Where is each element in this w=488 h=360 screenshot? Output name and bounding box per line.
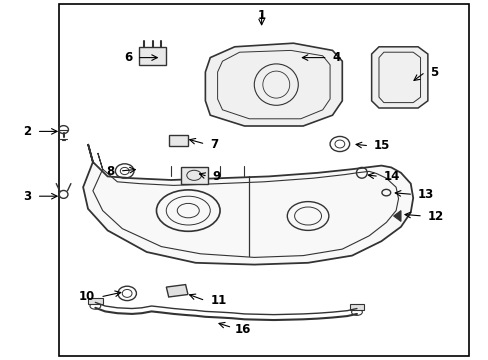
- Bar: [349, 304, 364, 310]
- Bar: [59, 4, 468, 356]
- Text: 11: 11: [210, 294, 226, 307]
- Bar: [168, 135, 188, 146]
- Text: 6: 6: [123, 51, 132, 64]
- Polygon shape: [393, 211, 400, 221]
- Polygon shape: [83, 144, 412, 265]
- Text: 2: 2: [23, 125, 31, 138]
- Text: 14: 14: [383, 170, 399, 183]
- Text: 7: 7: [210, 138, 218, 150]
- Text: 4: 4: [332, 51, 340, 64]
- Text: 5: 5: [429, 66, 438, 78]
- Polygon shape: [139, 47, 166, 65]
- Bar: [88, 298, 102, 304]
- Text: 16: 16: [234, 323, 250, 336]
- Text: 13: 13: [417, 188, 433, 201]
- Polygon shape: [205, 43, 342, 126]
- Text: 1: 1: [257, 9, 265, 22]
- Text: 10: 10: [79, 291, 95, 303]
- Bar: [166, 284, 187, 297]
- Bar: [181, 167, 207, 184]
- Polygon shape: [371, 47, 427, 108]
- Text: 15: 15: [373, 139, 389, 152]
- Text: 12: 12: [427, 210, 443, 222]
- Text: 9: 9: [212, 170, 221, 183]
- Text: 3: 3: [23, 190, 31, 203]
- Text: 8: 8: [106, 165, 115, 177]
